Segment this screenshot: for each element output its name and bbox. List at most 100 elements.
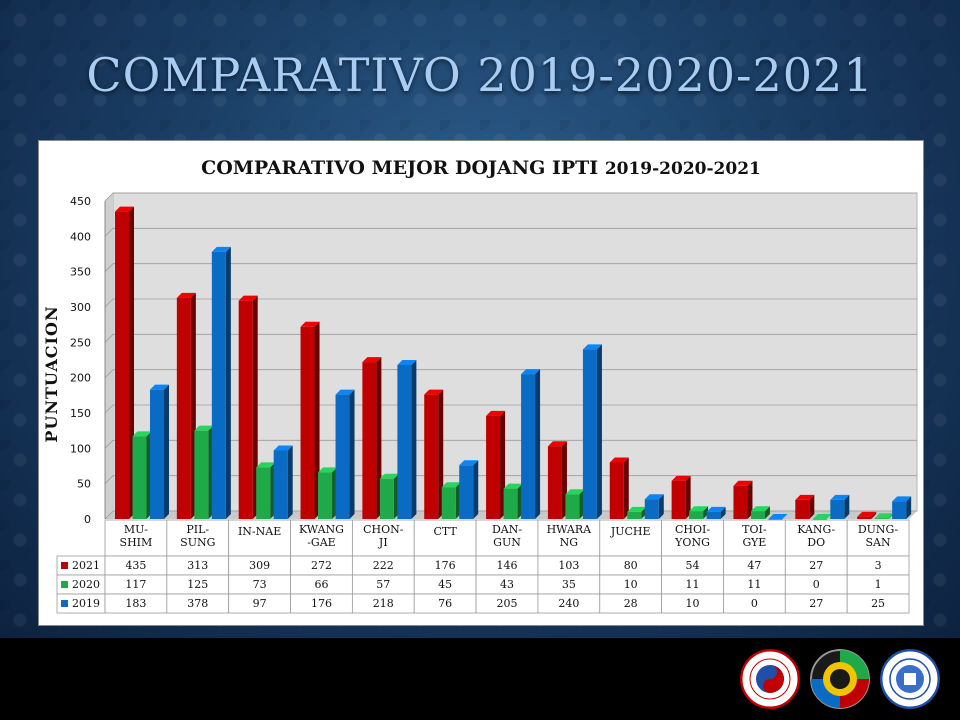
data-value-label: 222 [373,559,394,572]
table-header-cell [537,519,601,557]
bar-2019 [150,389,164,519]
bar-side [411,359,417,519]
bar-top [238,295,258,301]
data-value-label: 10 [624,578,638,591]
bar-top [582,344,602,350]
x-category-label: KANG- [797,523,835,536]
x-category-label: MU- [124,523,148,536]
table-cell [846,593,910,614]
bar-top [892,496,912,502]
bar-2020 [256,467,271,519]
x-category-label: PIL- [186,523,209,536]
x-category-label: JI [378,536,388,549]
y-tick-label: 400 [70,230,91,243]
bar-top [256,462,276,468]
data-value-label: 0 [813,578,820,591]
bar-side [658,494,664,519]
bar-top [521,369,541,375]
bar-top [644,494,664,500]
bar-top [379,473,399,479]
gridline-side [104,192,114,202]
bar-side [844,494,850,519]
bar-side [314,321,320,519]
bar-2019 [211,251,226,519]
bar-2019 [892,501,907,519]
y-axis-label: PUNTUACION [42,305,61,442]
data-value-label: 57 [376,578,390,591]
bar-top [503,483,523,489]
bar-side [871,511,877,519]
bar-top [397,359,417,365]
table-header-cell [723,519,786,557]
bar-2020 [812,519,827,520]
bar-2021 [609,462,624,519]
bar-2019 [397,364,412,519]
bar-top [318,467,338,473]
bar-2020 [627,511,642,519]
x-category-label: KWANG [299,523,344,536]
gridline-side [104,263,114,272]
y-tick-label: 250 [70,336,91,349]
data-value-label: 205 [497,597,518,610]
bar-top [768,514,788,519]
data-value-label: 272 [311,559,332,572]
data-value-label: 80 [624,559,638,572]
bar-side [747,480,753,519]
bar-top [300,321,320,327]
data-value-label: 218 [373,597,394,610]
table-header-cell [290,519,353,557]
chart-title-years: 2019-2020-2021 [605,159,761,179]
x-category-label: DAN- [492,523,522,536]
x-category-label: SUNG [180,536,215,549]
table-header-cell [661,519,724,557]
plot-side-wall [105,193,113,519]
gridline-side [104,298,114,308]
gridline-side [104,404,114,414]
bar-top [273,445,293,451]
y-tick-label: 300 [70,301,91,314]
x-category-label: -GAE [307,536,335,549]
y-tick-label: 100 [70,442,91,455]
gridline-side [104,510,114,520]
legend-swatch-2020 [61,581,68,588]
data-value-label: 35 [562,578,576,591]
bar-2020 [132,436,147,519]
data-value-label: 66 [314,578,328,591]
federation-logo-center [810,649,870,709]
data-value-label: 176 [311,597,332,610]
bar-2021 [857,516,872,519]
data-value-label: 313 [187,559,208,572]
data-value-label: 11 [686,578,700,591]
bar-side [438,389,444,519]
bar-2019 [706,511,721,519]
slide-title: COMPARATIVO 2019-2020-2021 [86,48,874,102]
data-value-label: 103 [558,559,579,572]
bar-2020 [194,430,209,519]
bar-side [764,506,770,519]
bar-2021 [362,362,377,519]
gridline-side [104,369,114,378]
bar-top [150,384,169,390]
x-category-label: TOI- [742,523,767,536]
bar-side [906,496,912,519]
bar-2021 [486,415,501,519]
x-category-label: SAN [866,536,891,549]
bar-top [733,480,753,486]
data-value-label: 73 [253,578,267,591]
bar-top [689,506,709,512]
x-category-label: IN-NAE [238,525,281,538]
bar-top [424,389,444,395]
x-category-label: GUN [493,536,521,549]
y-tick-label: 200 [70,372,91,385]
bar-2020 [379,478,394,519]
y-tick-label: 50 [77,478,91,491]
bar-top [609,457,629,463]
bar-top [795,494,815,500]
bar-top [176,292,196,298]
bar-top [115,206,134,212]
bar-top [459,460,479,466]
bar-top [486,410,506,416]
bar-side [287,445,293,519]
bar-top [750,506,770,512]
data-value-label: 378 [187,597,208,610]
